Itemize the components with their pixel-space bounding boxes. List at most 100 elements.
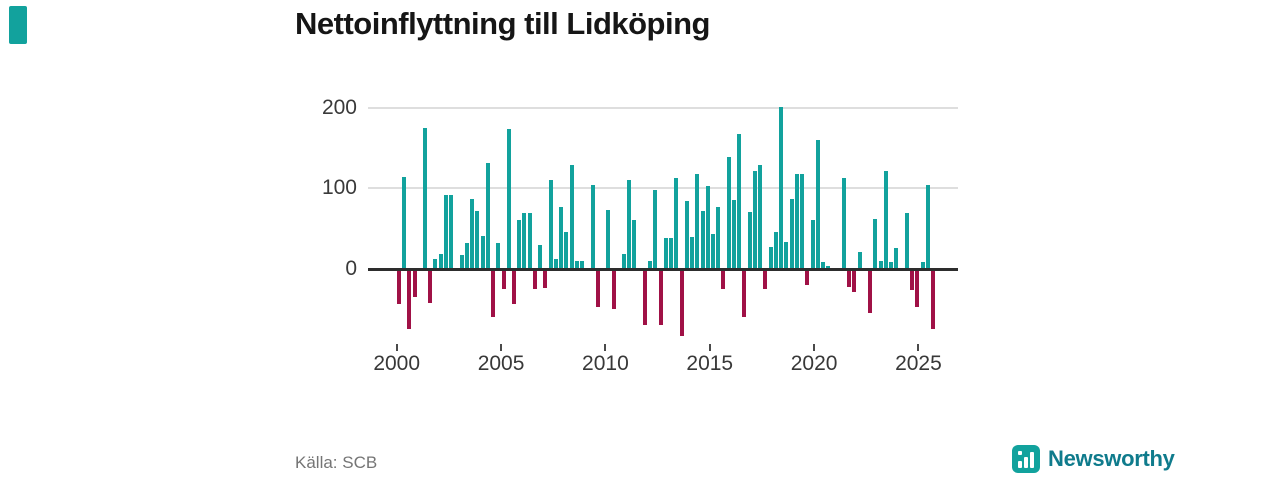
bar: [459, 255, 464, 268]
y-axis-label: 200: [321, 95, 357, 119]
bar: [580, 260, 585, 268]
x-axis-label: 2025: [895, 352, 942, 375]
bar: [726, 157, 731, 268]
bar: [894, 247, 899, 268]
x-axis-label: 2000: [373, 352, 421, 375]
y-axis-label: 100: [321, 176, 357, 200]
bar: [642, 270, 647, 325]
bar: [789, 198, 794, 268]
bar: [527, 213, 532, 268]
bar: [889, 262, 894, 268]
bar: [485, 163, 490, 268]
bar: [930, 270, 935, 330]
bar: [752, 171, 757, 268]
bar: [883, 171, 888, 268]
bar: [904, 213, 909, 268]
bar: [522, 213, 527, 268]
bar: [852, 270, 857, 293]
bar: [815, 140, 820, 268]
bar: [621, 254, 626, 268]
bar: [532, 270, 537, 290]
bar: [428, 270, 433, 303]
bar: [763, 270, 768, 290]
page-title: Nettoinflyttning till Lidköping: [295, 6, 710, 41]
bar: [590, 184, 595, 268]
bar: [422, 128, 427, 268]
bar: [496, 242, 501, 268]
bar: [648, 260, 653, 268]
bar: [412, 270, 417, 298]
bar: [737, 133, 742, 268]
bar: [569, 165, 574, 268]
newsworthy-wordmark: Newsworthy: [1048, 446, 1175, 471]
bar: [449, 195, 454, 268]
bar: [794, 173, 799, 268]
bar: [742, 270, 747, 318]
bar: [705, 185, 710, 268]
x-axis-tick: [813, 344, 816, 351]
bar: [438, 254, 443, 268]
bar: [433, 259, 438, 268]
x-axis-tick: [604, 344, 607, 351]
bar: [501, 270, 506, 290]
bar: [559, 207, 564, 268]
bar: [695, 173, 700, 268]
bar: [538, 245, 543, 268]
bar: [407, 270, 412, 330]
bar: [925, 184, 930, 268]
bar: [663, 238, 668, 268]
bar: [711, 234, 716, 268]
bar: [805, 270, 810, 286]
x-axis-label: 2010: [582, 352, 629, 375]
bar: [548, 179, 553, 268]
bar-chart-icon: [1012, 445, 1040, 473]
bar: [470, 199, 475, 268]
bar: [574, 260, 579, 268]
x-axis-tick: [708, 344, 711, 351]
bar: [632, 220, 637, 268]
bar: [606, 209, 611, 268]
bar: [564, 232, 569, 268]
bar: [857, 251, 862, 268]
bar: [402, 176, 407, 268]
bar: [512, 270, 516, 305]
bar: [491, 270, 496, 317]
bar: [475, 210, 480, 268]
x-axis-label: 2005: [477, 352, 525, 375]
bar: [915, 270, 920, 307]
bar: [826, 265, 831, 268]
source-note: Källa: SCB: [295, 453, 378, 472]
bar: [878, 260, 883, 268]
x-axis-tick: [395, 344, 398, 351]
bar: [595, 270, 600, 307]
x-axis-tick: [500, 344, 503, 351]
bar: [779, 106, 784, 268]
y-axis-label: 0: [345, 257, 357, 280]
bar: [674, 177, 679, 268]
bar: [731, 200, 736, 268]
bar: [690, 237, 695, 268]
gridline: [368, 106, 958, 109]
bar: [747, 212, 752, 268]
bar: [658, 270, 663, 325]
bar: [721, 270, 726, 290]
bar: [653, 189, 658, 268]
bar: [847, 270, 852, 287]
bar: [820, 262, 825, 268]
bar: [517, 220, 522, 268]
bar: [841, 178, 846, 268]
brand-mark: [9, 6, 27, 44]
bar: [553, 259, 558, 268]
newsworthy-logo: Newsworthy: [1012, 445, 1175, 473]
bar: [716, 207, 721, 268]
bar: [768, 247, 773, 268]
bar: [464, 242, 469, 268]
bar: [910, 270, 915, 290]
zero-axis-line: [368, 268, 958, 271]
bar: [758, 164, 763, 268]
x-axis-tick: [917, 344, 920, 351]
bar: [396, 270, 401, 305]
bar: [679, 270, 684, 336]
bar: [480, 235, 485, 268]
bar: [810, 220, 815, 268]
